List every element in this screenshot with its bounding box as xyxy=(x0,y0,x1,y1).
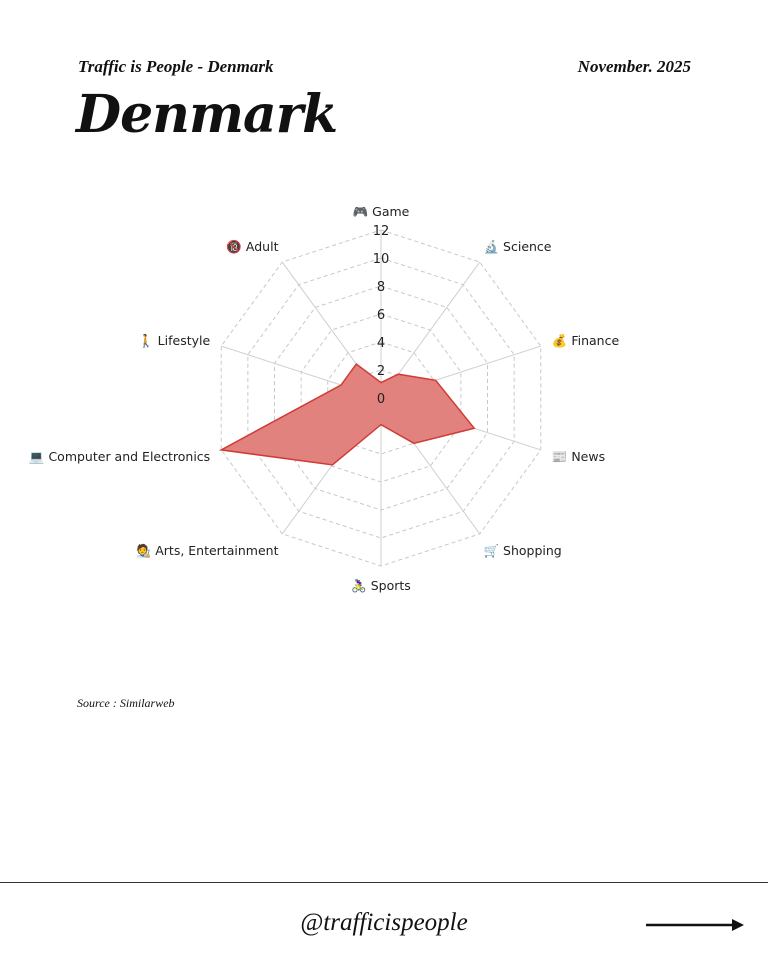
source-note: Source : Similarweb xyxy=(77,696,175,710)
grid-ring xyxy=(247,257,515,539)
axis-label: 🔬 Science xyxy=(484,239,552,254)
data-series-area xyxy=(218,362,476,466)
axis-label: 🧑‍🎨 Arts, Entertainment xyxy=(136,543,279,558)
arrow-right-icon[interactable] xyxy=(646,916,746,934)
axis-label: 💻 Computer and Electronics xyxy=(29,449,210,464)
tick-label: 0 xyxy=(377,392,385,407)
tick-label: 4 xyxy=(377,336,385,351)
page-title: Denmark xyxy=(76,84,338,145)
subtitle: Traffic is People - Denmark xyxy=(78,57,274,76)
date: November. 2025 xyxy=(577,57,691,76)
axis-label: 🎮 Game xyxy=(353,204,410,219)
divider xyxy=(0,882,768,883)
axis-label: 🛒 Shopping xyxy=(484,543,562,558)
tick-label: 6 xyxy=(377,308,385,323)
axis-label: 🚶 Lifestyle xyxy=(138,333,210,348)
grid-ring xyxy=(327,341,435,455)
social-handle: @trafficispeople xyxy=(300,909,468,936)
axis-label: 🔞 Adult xyxy=(226,239,278,254)
tick-label: 8 xyxy=(377,280,385,295)
axis-label: 💰 Finance xyxy=(552,333,620,349)
tick-label: 2 xyxy=(377,364,385,379)
tick-label: 12 xyxy=(373,224,390,239)
axis-label: 📰 News xyxy=(552,449,605,464)
tick-label: 10 xyxy=(373,252,390,267)
axis-label: 🚴‍♀️ Sports xyxy=(351,578,411,593)
radar-chart: 0 2 4 6 8 10 12 🎮 Game 🔬 Science 💰 Finance 📰 News 🛒… xyxy=(29,204,620,593)
